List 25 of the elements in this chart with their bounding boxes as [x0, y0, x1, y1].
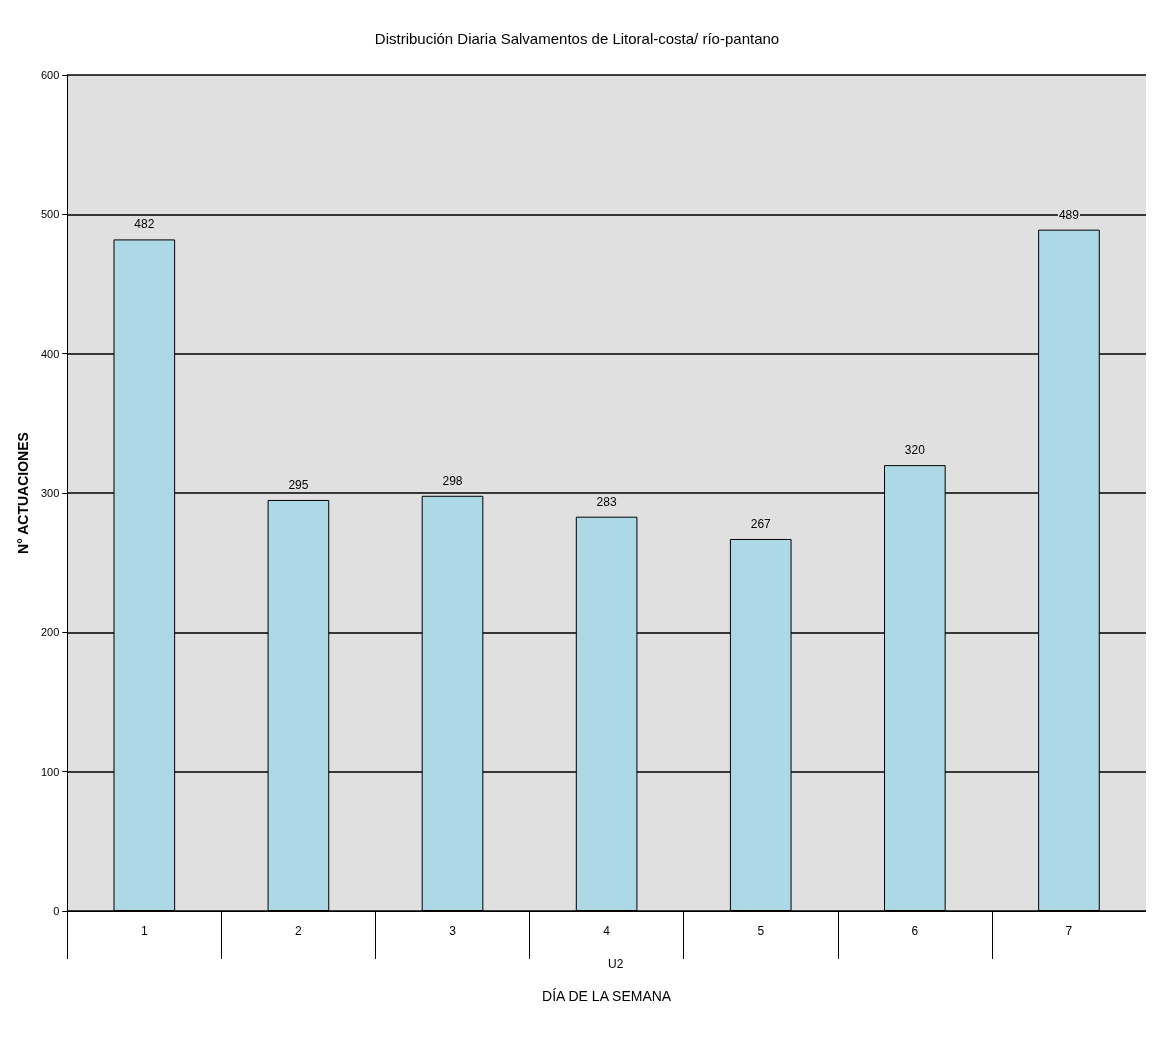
y-tick-label: 300: [40, 487, 60, 499]
data-label: 295: [288, 477, 309, 492]
y-tick-label: 400: [40, 347, 60, 360]
data-label: 489: [1058, 207, 1080, 222]
chart-title: Distribución Diaria Salvamentos de Litoral-costa/ río-pantano: [374, 30, 780, 47]
x-tick-label: 1: [140, 924, 148, 938]
x-tick-label: 5: [757, 924, 765, 938]
x-axis-title: DÍA DE LA SEMANA: [542, 988, 672, 1004]
text: U2: [608, 957, 624, 971]
x-tick-label: 6: [911, 924, 919, 938]
x-tick-label: 4: [603, 924, 611, 938]
x-tick-label: 2: [295, 924, 303, 938]
data-label: 320: [904, 443, 926, 458]
data-label: 482: [134, 217, 155, 232]
y-tick-label: 600: [40, 69, 60, 81]
data-label: 267: [750, 516, 772, 531]
y-axis-title: N° ACTUACIONES: [15, 432, 31, 554]
data-label: 283: [596, 494, 617, 509]
y-tick-label: 100: [40, 765, 60, 778]
data-label: 298: [442, 473, 463, 488]
y-tick-label: 200: [40, 626, 60, 639]
y-tick-label: 500: [40, 208, 60, 221]
x-tick-label: 3: [449, 924, 457, 938]
y-tick-label: 0: [53, 905, 60, 917]
x-tick-label: 7: [1065, 924, 1073, 938]
